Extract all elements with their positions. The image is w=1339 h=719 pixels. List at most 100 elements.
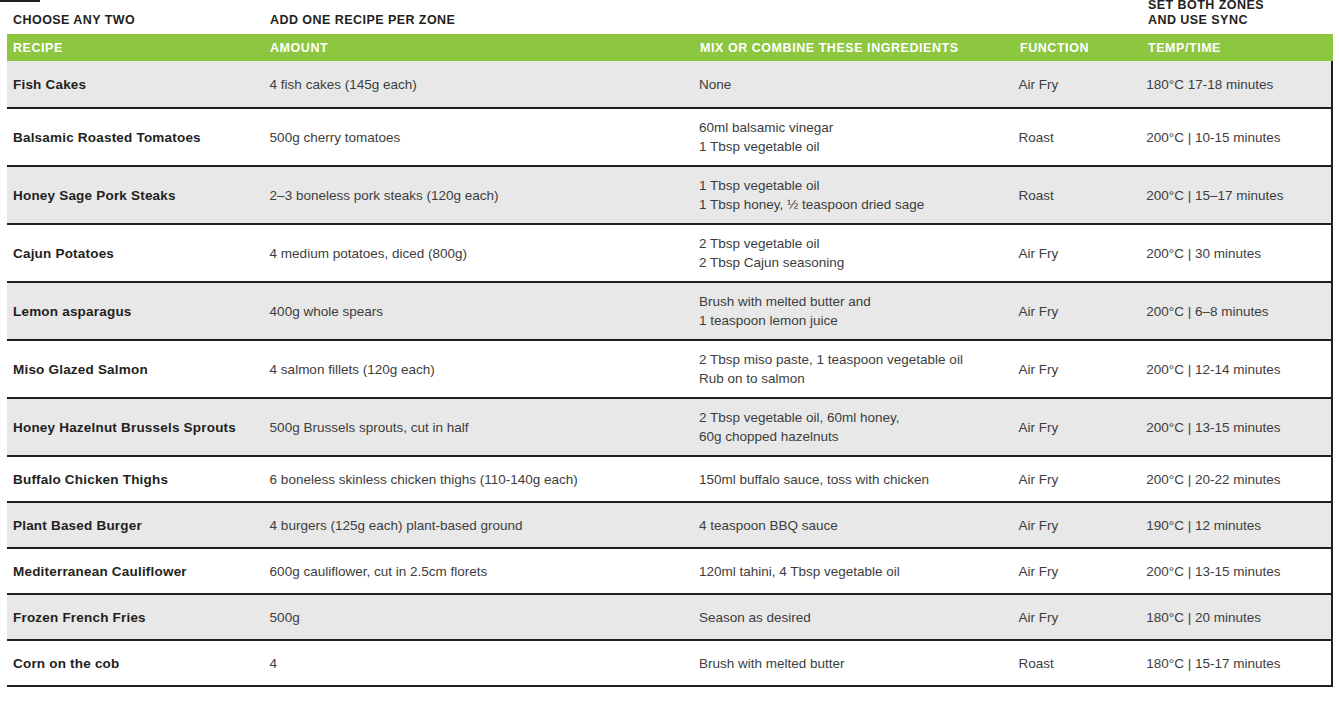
temp-time-cell: 190°C | 12 minutes: [1146, 516, 1331, 535]
recipe-name-cell: Buffalo Chicken Thighs: [7, 470, 270, 489]
recipe-name-cell: Balsamic Roasted Tomatoes: [7, 128, 270, 147]
mix-cell: 1 Tbsp vegetable oil1 Tbsp honey, ½ teas…: [699, 176, 1019, 214]
temp-time-cell: 180°C 17-18 minutes: [1146, 75, 1331, 94]
function-cell: Air Fry: [1018, 608, 1146, 627]
label-add-one-recipe: ADD ONE RECIPE PER ZONE: [270, 13, 700, 28]
column-header-mix-or-combine: MIX OR COMBINE THESE INGREDIENTS: [700, 41, 1020, 55]
mix-cell: Brush with melted butter and1 teaspoon l…: [699, 292, 1019, 330]
amount-cell: 4 burgers (125g each) plant-based ground: [270, 516, 699, 535]
mix-line: 2 Tbsp vegetable oil: [699, 234, 1011, 253]
temp-time-cell: 200°C | 12-14 minutes: [1146, 360, 1331, 379]
label-choose-any-two: CHOOSE ANY TWO: [7, 13, 270, 28]
recipe-name-cell: Plant Based Burger: [7, 516, 270, 535]
recipe-name-cell: Honey Hazelnut Brussels Sprouts: [7, 418, 270, 437]
temp-time-cell: 200°C | 20-22 minutes: [1146, 470, 1331, 489]
function-cell: Air Fry: [1018, 302, 1146, 321]
mix-cell: Brush with melted butter: [699, 654, 1019, 673]
amount-cell: 4 salmon fillets (120g each): [270, 360, 699, 379]
mix-line: Brush with melted butter and: [699, 292, 1011, 311]
mix-line: 1 Tbsp vegetable oil: [699, 176, 1011, 195]
mix-line: 1 teaspoon lemon juice: [699, 311, 1011, 330]
temp-time-cell: 180°C | 20 minutes: [1146, 608, 1331, 627]
recipe-name-cell: Cajun Potatoes: [7, 244, 270, 263]
recipe-name-cell: Mediterranean Cauliflower: [7, 562, 270, 581]
mix-line: 4 teaspoon BBQ sauce: [699, 516, 1011, 535]
mix-line: None: [699, 75, 1011, 94]
function-cell: Roast: [1018, 654, 1146, 673]
temp-time-cell: 200°C | 15–17 minutes: [1146, 186, 1331, 205]
label-set-both-zones-line2: AND USE SYNC: [1148, 13, 1333, 28]
function-cell: Air Fry: [1018, 470, 1146, 489]
mix-line: Rub on to salmon: [699, 369, 1011, 388]
mix-line: 60g chopped hazelnuts: [699, 427, 1011, 446]
table-row: Frozen French Fries 500g Season as desir…: [7, 593, 1331, 639]
zone-instructions: CHOOSE ANY TWO ADD ONE RECIPE PER ZONE S…: [7, 0, 1333, 34]
mix-line: 60ml balsamic vinegar: [699, 118, 1011, 137]
table-header-row: RECIPE AMOUNT MIX OR COMBINE THESE INGRE…: [7, 34, 1333, 61]
table-row: Mediterranean Cauliflower 600g cauliflow…: [7, 547, 1331, 593]
temp-time-cell: 200°C | 30 minutes: [1146, 244, 1331, 263]
amount-cell: 2–3 boneless pork steaks (120g each): [270, 186, 699, 205]
amount-cell: 400g whole spears: [270, 302, 699, 321]
mix-cell: 120ml tahini, 4 Tbsp vegetable oil: [699, 562, 1019, 581]
recipe-name-cell: Frozen French Fries: [7, 608, 270, 627]
amount-cell: 500g Brussels sprouts, cut in half: [270, 418, 699, 437]
table-row: Balsamic Roasted Tomatoes 500g cherry to…: [7, 107, 1331, 165]
recipe-name-cell: Fish Cakes: [7, 75, 270, 94]
table-row: Cajun Potatoes 4 medium potatoes, diced …: [7, 223, 1331, 281]
function-cell: Air Fry: [1018, 562, 1146, 581]
label-set-both-zones-line1: SET BOTH ZONES: [1148, 0, 1333, 13]
recipe-name-cell: Lemon asparagus: [7, 302, 270, 321]
table-row: Honey Sage Pork Steaks 2–3 boneless pork…: [7, 165, 1331, 223]
table-row: Miso Glazed Salmon 4 salmon fillets (120…: [7, 339, 1331, 397]
column-header-function: FUNCTION: [1020, 41, 1148, 55]
function-cell: Air Fry: [1018, 516, 1146, 535]
function-cell: Roast: [1018, 128, 1146, 147]
temp-time-cell: 180°C | 15-17 minutes: [1146, 654, 1331, 673]
mix-cell: 150ml buffalo sauce, toss with chicken: [699, 470, 1019, 489]
function-cell: Roast: [1018, 186, 1146, 205]
function-cell: Air Fry: [1018, 75, 1146, 94]
column-header-temp-time: TEMP/TIME: [1148, 41, 1333, 55]
mix-line: 150ml buffalo sauce, toss with chicken: [699, 470, 1011, 489]
recipe-name-cell: Miso Glazed Salmon: [7, 360, 270, 379]
mix-line: 120ml tahini, 4 Tbsp vegetable oil: [699, 562, 1011, 581]
mix-line: 1 Tbsp honey, ½ teaspoon dried sage: [699, 195, 1011, 214]
table-row: Fish Cakes 4 fish cakes (145g each) None…: [7, 61, 1331, 107]
temp-time-cell: 200°C | 13-15 minutes: [1146, 562, 1331, 581]
table-row: Honey Hazelnut Brussels Sprouts 500g Bru…: [7, 397, 1331, 455]
mix-cell: 60ml balsamic vinegar1 Tbsp vegetable oi…: [699, 118, 1019, 156]
amount-cell: 500g: [270, 608, 699, 627]
mix-line: 2 Tbsp vegetable oil, 60ml honey,: [699, 408, 1011, 427]
amount-cell: 4 fish cakes (145g each): [270, 75, 699, 94]
amount-cell: 6 boneless skinless chicken thighs (110-…: [270, 470, 699, 489]
amount-cell: 500g cherry tomatoes: [270, 128, 699, 147]
mix-line: Season as desired: [699, 608, 1011, 627]
mix-line: 2 Tbsp Cajun seasoning: [699, 253, 1011, 272]
table-row: Buffalo Chicken Thighs 6 boneless skinle…: [7, 455, 1331, 501]
mix-line: 2 Tbsp miso paste, 1 teaspoon vegetable …: [699, 350, 1011, 369]
column-header-amount: AMOUNT: [270, 41, 700, 55]
mix-cell: 2 Tbsp vegetable oil2 Tbsp Cajun seasoni…: [699, 234, 1019, 272]
mix-cell: Season as desired: [699, 608, 1019, 627]
recipe-chart: CHOOSE ANY TWO ADD ONE RECIPE PER ZONE S…: [7, 0, 1333, 687]
table-row: Plant Based Burger 4 burgers (125g each)…: [7, 501, 1331, 547]
mix-cell: None: [699, 75, 1019, 94]
mix-line: Brush with melted butter: [699, 654, 1011, 673]
amount-cell: 600g cauliflower, cut in 2.5cm florets: [270, 562, 699, 581]
amount-cell: 4: [270, 654, 699, 673]
temp-time-cell: 200°C | 13-15 minutes: [1146, 418, 1331, 437]
temp-time-cell: 200°C | 10-15 minutes: [1146, 128, 1331, 147]
function-cell: Air Fry: [1018, 244, 1146, 263]
label-set-both-zones: SET BOTH ZONES AND USE SYNC: [1148, 0, 1333, 28]
table-body: Fish Cakes 4 fish cakes (145g each) None…: [7, 61, 1333, 687]
mix-cell: 2 Tbsp vegetable oil, 60ml honey,60g cho…: [699, 408, 1019, 446]
temp-time-cell: 200°C | 6–8 minutes: [1146, 302, 1331, 321]
mix-line: 1 Tbsp vegetable oil: [699, 137, 1011, 156]
recipe-name-cell: Honey Sage Pork Steaks: [7, 186, 270, 205]
column-header-recipe: RECIPE: [7, 41, 270, 55]
table-row: Lemon asparagus 400g whole spears Brush …: [7, 281, 1331, 339]
mix-cell: 4 teaspoon BBQ sauce: [699, 516, 1019, 535]
function-cell: Air Fry: [1018, 360, 1146, 379]
recipe-name-cell: Corn on the cob: [7, 654, 270, 673]
